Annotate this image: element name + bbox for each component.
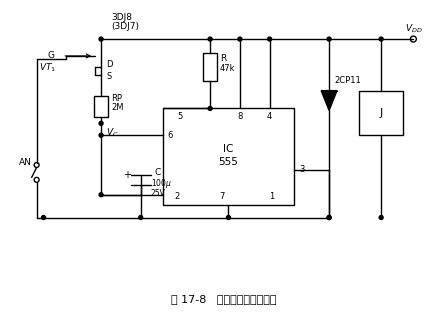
Circle shape (99, 121, 103, 125)
Circle shape (42, 215, 46, 219)
Text: $VT_1$: $VT_1$ (39, 61, 56, 74)
Text: 8: 8 (237, 112, 242, 121)
Circle shape (99, 193, 103, 197)
Text: G: G (47, 51, 55, 60)
Text: 2: 2 (175, 192, 180, 201)
Text: 2M: 2M (111, 103, 124, 112)
Text: 4: 4 (267, 112, 272, 121)
Circle shape (238, 37, 242, 41)
Text: 3DJ8: 3DJ8 (111, 13, 132, 22)
Text: $V_{DD}$: $V_{DD}$ (405, 23, 422, 35)
Circle shape (267, 37, 271, 41)
Circle shape (327, 215, 331, 219)
Circle shape (327, 37, 331, 41)
Text: 555: 555 (219, 157, 238, 166)
Text: 1: 1 (269, 192, 274, 201)
Text: 25V: 25V (151, 189, 165, 198)
Circle shape (208, 37, 212, 41)
Circle shape (139, 215, 143, 219)
Text: 100$\mu$: 100$\mu$ (151, 177, 172, 190)
Text: J: J (379, 108, 383, 118)
Bar (163, 109, 294, 205)
Circle shape (99, 37, 103, 41)
Circle shape (327, 215, 331, 219)
Text: IC: IC (223, 144, 234, 154)
Text: 5: 5 (178, 112, 183, 121)
Polygon shape (321, 91, 337, 111)
Text: R: R (220, 54, 226, 63)
Bar (94, 96, 108, 117)
Circle shape (99, 133, 103, 137)
Text: 7: 7 (220, 192, 225, 201)
Text: $V_C$: $V_C$ (106, 126, 119, 138)
Text: 2CP11: 2CP11 (334, 76, 361, 85)
Bar (359, 91, 404, 135)
Text: S: S (106, 72, 111, 81)
Text: +: + (123, 170, 131, 180)
Text: D: D (106, 60, 112, 69)
Circle shape (379, 215, 383, 219)
Text: AN: AN (19, 159, 32, 167)
Text: RP: RP (111, 94, 122, 103)
Circle shape (208, 107, 212, 111)
Text: 47k: 47k (220, 64, 236, 73)
Circle shape (227, 215, 230, 219)
Text: 3: 3 (300, 165, 305, 175)
Text: C: C (155, 168, 161, 177)
Text: 图 17-8   照相曝光定时器电路: 图 17-8 照相曝光定时器电路 (171, 294, 277, 304)
Text: 6: 6 (168, 131, 173, 140)
Bar (203, 53, 217, 81)
Circle shape (379, 37, 383, 41)
Text: (3DJ7): (3DJ7) (111, 22, 139, 31)
